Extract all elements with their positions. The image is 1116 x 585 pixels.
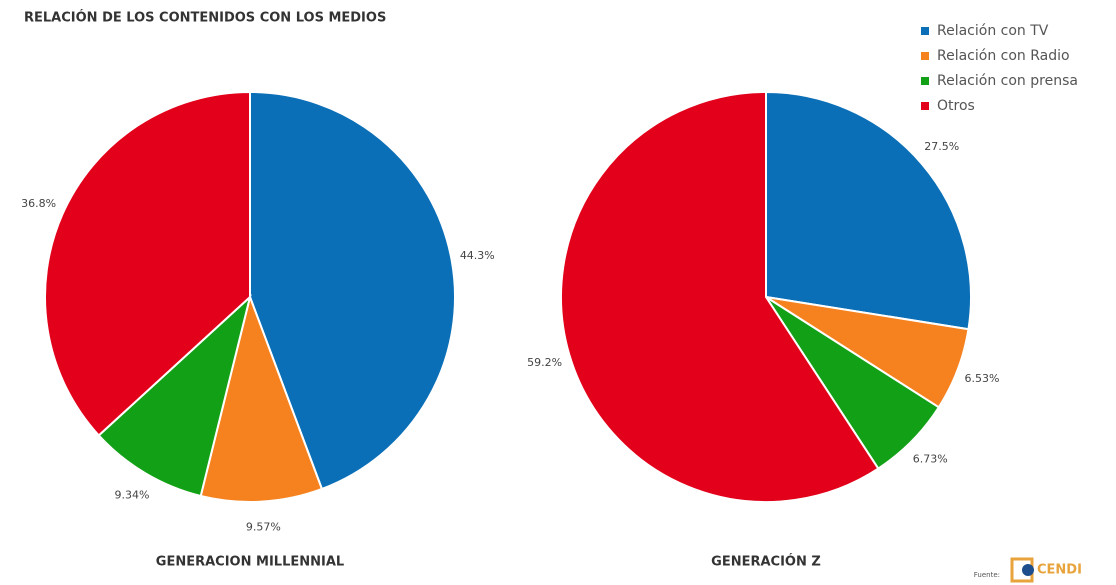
source-label: Fuente: [974, 571, 1000, 579]
data-label: 9.57% [246, 521, 281, 534]
pie-slice [44, 90, 251, 437]
pie-slice [97, 294, 252, 498]
data-label: 9.34% [115, 489, 150, 502]
legend-label: Otros [937, 98, 975, 114]
data-label: 6.53% [964, 372, 999, 385]
legend-label: Relación con prensa [937, 73, 1078, 89]
data-label: 59.2% [527, 356, 562, 369]
pie-slice [765, 90, 972, 331]
legend-swatch [921, 52, 929, 60]
data-label: 6.73% [913, 452, 948, 465]
page-title: RELACIÓN DE LOS CONTENIDOS CON LOS MEDIO… [24, 10, 386, 26]
legend-label: Relación con TV [937, 23, 1049, 39]
pie-slice [559, 90, 880, 503]
legend-label: Relación con Radio [937, 48, 1070, 64]
legend-swatch [921, 102, 929, 110]
data-label: 44.3% [460, 249, 495, 262]
logo-dot [1022, 564, 1034, 576]
pie-slice [249, 90, 456, 491]
legend-swatch [921, 27, 929, 35]
pie-slice [199, 293, 324, 503]
data-label: 36.8% [21, 197, 56, 210]
legend-swatch [921, 77, 929, 85]
data-label: 27.5% [924, 140, 959, 153]
source-logo: CENDI [1037, 563, 1082, 578]
chart-title: GENERACIÓN Z [711, 554, 821, 570]
chart-title: GENERACION MILLENNIAL [156, 555, 344, 570]
